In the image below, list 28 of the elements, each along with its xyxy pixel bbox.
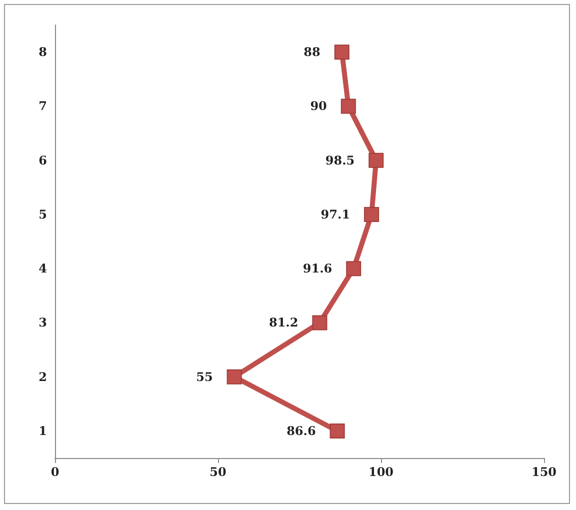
data-label: 90 — [310, 99, 327, 114]
data-label: 81.2 — [268, 316, 298, 330]
point — [330, 423, 345, 438]
data-label: 88 — [304, 45, 320, 60]
point — [340, 98, 356, 114]
y-tick-label: 7 — [38, 99, 47, 114]
y-tick-label: 4 — [38, 262, 47, 276]
y-tick-label: 5 — [38, 207, 47, 222]
y-tick-label: 1 — [38, 424, 47, 438]
y-tick-label: 8 — [38, 45, 47, 60]
data-label: 86.6 — [286, 424, 316, 438]
point — [312, 315, 328, 330]
x-tick-label: 50 — [210, 465, 226, 479]
x-tick-label: 0 — [50, 465, 60, 479]
point — [334, 44, 350, 60]
data-label: 91.6 — [302, 262, 332, 276]
point — [364, 206, 380, 222]
point — [226, 369, 242, 384]
point — [368, 152, 384, 168]
data-label: 97.1 — [320, 207, 350, 222]
x-tick-label: 150 — [531, 465, 557, 479]
data-label: 55 — [196, 370, 213, 384]
y-tick-label: 6 — [38, 153, 47, 168]
y-tick-label: 2 — [38, 370, 47, 384]
y-tick-label: 3 — [38, 316, 47, 330]
point — [346, 261, 362, 276]
data-label: 98.5 — [325, 153, 355, 168]
x-tick-label: 100 — [368, 465, 394, 479]
